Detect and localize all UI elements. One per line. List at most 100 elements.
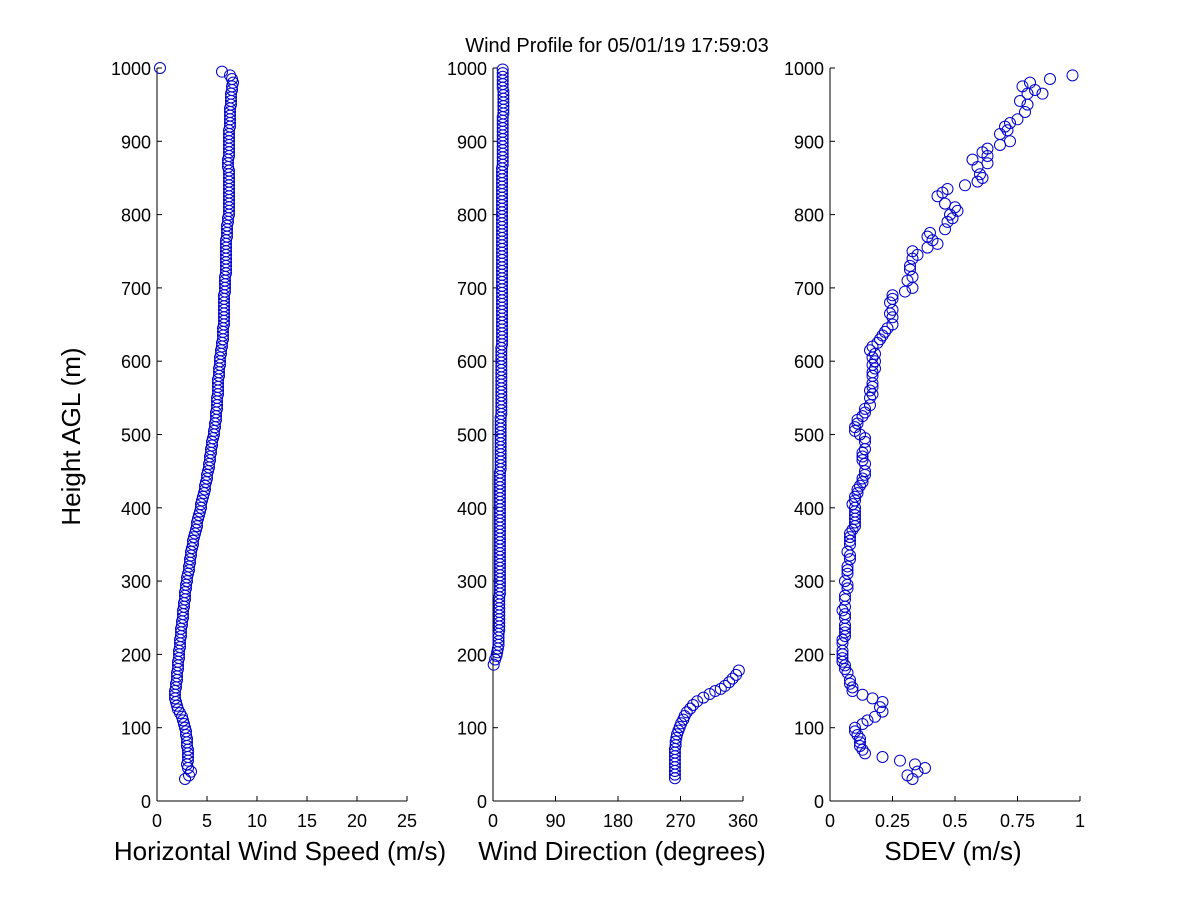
data-point-direction: [726, 672, 739, 685]
data-point-direction: [487, 658, 500, 671]
data-point-sdev: [866, 388, 879, 401]
data-point-direction: [691, 695, 704, 708]
x-tick-label-sdev: 0.5: [942, 811, 967, 831]
data-point-sdev: [864, 391, 876, 404]
data-point-sdev: [874, 333, 886, 346]
data-point-sdev: [841, 578, 854, 591]
x-tick-label-speed: 20: [347, 811, 367, 831]
data-point-speed: [216, 65, 228, 78]
data-point-sdev: [866, 351, 879, 364]
x-tick-label-speed: 25: [397, 811, 417, 831]
data-point-sdev: [839, 663, 851, 676]
y-tick-label-sdev: 400: [794, 499, 824, 519]
x-tick-label-direction: 360: [728, 811, 758, 831]
data-point-sdev: [839, 626, 851, 639]
y-tick-label-sdev: 200: [794, 645, 824, 665]
data-point-direction: [491, 646, 504, 659]
x-tick-label-sdev: 0.75: [1000, 811, 1035, 831]
data-point-sdev: [906, 773, 919, 786]
y-tick-label-sdev: 900: [794, 132, 824, 152]
y-tick-label-direction: 500: [457, 426, 487, 446]
y-tick-label-sdev: 600: [794, 352, 824, 372]
data-point-sdev: [841, 560, 854, 573]
x-tick-label-speed: 0: [152, 811, 162, 831]
data-point-sdev: [844, 531, 856, 544]
y-tick-label-speed: 1000: [111, 59, 151, 79]
data-point-sdev: [886, 303, 899, 316]
data-point-sdev: [1044, 72, 1056, 85]
data-point-sdev: [839, 575, 851, 588]
data-point-sdev: [839, 630, 851, 643]
y-tick-label-direction: 400: [457, 499, 487, 519]
x-tick-label-sdev: 0: [825, 811, 835, 831]
y-tick-label-sdev: 300: [794, 572, 824, 592]
data-point-direction: [703, 687, 716, 700]
data-point-sdev: [844, 677, 856, 690]
data-point-sdev: [841, 582, 854, 595]
data-point-sdev: [856, 454, 869, 467]
y-tick-label-direction: 0: [477, 792, 487, 812]
data-point-sdev: [859, 406, 871, 419]
y-tick-label-direction: 1000: [447, 59, 487, 79]
data-point-direction: [491, 642, 504, 655]
data-point-sdev: [849, 721, 861, 734]
y-tick-label-sdev: 1000: [784, 59, 824, 79]
data-point-sdev: [839, 659, 851, 672]
data-point-sdev: [851, 483, 864, 496]
y-tick-label-direction: 600: [457, 352, 487, 372]
y-tick-label-sdev: 100: [794, 719, 824, 739]
data-point-sdev: [851, 417, 864, 430]
data-point-sdev: [859, 465, 871, 478]
data-point-sdev: [884, 307, 896, 320]
data-point-sdev: [859, 443, 871, 456]
data-point-sdev: [906, 281, 919, 294]
x-tick-label-speed: 5: [202, 811, 212, 831]
data-point-sdev: [854, 479, 866, 492]
data-point-direction: [714, 682, 727, 695]
data-point-sdev: [844, 534, 856, 547]
y-tick-label-direction: 800: [457, 206, 487, 226]
data-point-sdev: [1029, 83, 1041, 96]
data-point-direction: [718, 679, 731, 692]
y-tick-label-speed: 600: [121, 352, 151, 372]
data-point-speed: [179, 773, 191, 786]
x-axis-label-direction: Wind Direction (degrees): [478, 836, 766, 866]
data-point-sdev: [836, 648, 849, 661]
data-point-sdev: [836, 655, 849, 668]
panel-speed: 0 100 200 300 400 500 600 700 800 900 1000 0 5 10 15 20…: [56, 59, 446, 866]
y-tick-label-speed: 500: [121, 426, 151, 446]
data-point-sdev: [844, 553, 856, 566]
y-tick-label-direction: 300: [457, 572, 487, 592]
data-point-sdev: [846, 498, 859, 511]
y-tick-label-sdev: 500: [794, 426, 824, 446]
data-point-direction: [668, 764, 681, 777]
y-tick-label-direction: 700: [457, 279, 487, 299]
x-tick-label-sdev: 1: [1075, 811, 1085, 831]
y-tick-label-speed: 800: [121, 206, 151, 226]
data-point-sdev: [859, 747, 871, 760]
x-tick-label-speed: 10: [247, 811, 267, 831]
y-tick-label-direction: 200: [457, 645, 487, 665]
data-point-sdev: [894, 754, 906, 767]
data-point-direction: [697, 691, 710, 704]
x-tick-label-direction: 180: [603, 811, 633, 831]
data-point-sdev: [971, 175, 984, 188]
data-point-sdev: [841, 564, 854, 577]
data-point-sdev: [886, 289, 899, 302]
y-tick-label-speed: 400: [121, 499, 151, 519]
data-point-sdev: [839, 622, 851, 635]
data-point-sdev: [836, 652, 849, 665]
x-axis-label-sdev: SDEV (m/s): [884, 836, 1021, 866]
data-point-sdev: [849, 516, 861, 529]
y-tick-label-speed: 900: [121, 132, 151, 152]
data-point-sdev: [851, 729, 864, 742]
data-point-sdev: [854, 732, 866, 745]
y-axis-label: Height AGL (m): [56, 347, 86, 525]
data-point-sdev: [939, 223, 951, 236]
data-point-sdev: [839, 593, 851, 606]
data-point-sdev: [856, 743, 869, 756]
data-point-direction: [687, 698, 699, 711]
panel-direction: 0 100 200 300 400 500 600 700 800 900 1000 0 90 180 27…: [447, 59, 766, 866]
data-point-sdev: [846, 681, 859, 694]
data-point-sdev: [906, 252, 919, 265]
